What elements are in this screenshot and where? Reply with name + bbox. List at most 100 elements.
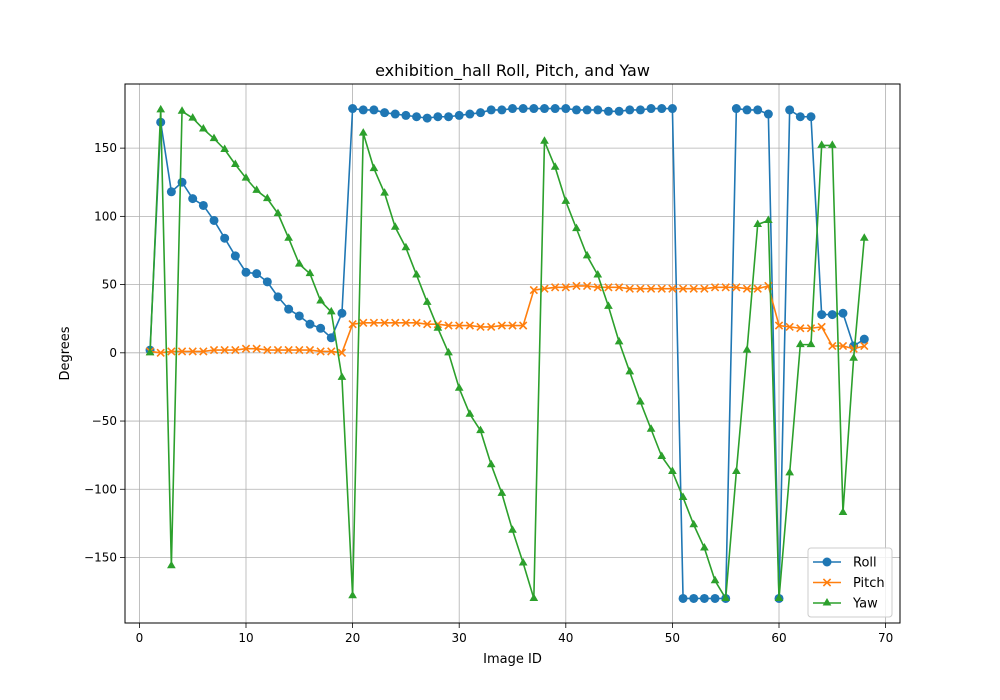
- yaw-point: [401, 242, 411, 251]
- pitch-point: [167, 347, 176, 356]
- pitch-point: [849, 344, 858, 353]
- pitch-point: [732, 283, 741, 292]
- pitch-point: [337, 348, 347, 357]
- pitch-point: [188, 347, 197, 356]
- roll-point: [614, 106, 624, 116]
- x-tick-label: 70: [878, 631, 893, 645]
- roll-point: [188, 194, 198, 204]
- roll-point: [465, 109, 475, 119]
- roll-series: [145, 104, 869, 603]
- roll-point: [529, 104, 539, 114]
- pitch-point: [721, 283, 730, 292]
- y-axis: −150 −100 −50 0 50 100 150: [84, 141, 125, 565]
- pitch-point: [625, 284, 634, 293]
- pitch-point: [604, 283, 613, 292]
- roll-point: [785, 105, 795, 115]
- yaw-point: [859, 233, 869, 241]
- legend-items: Roll Pitch Yaw: [813, 556, 885, 612]
- roll-point: [657, 104, 667, 114]
- yaw-point: [827, 140, 837, 148]
- legend-label-pitch: Pitch: [853, 576, 885, 591]
- pitch-series: [145, 281, 869, 357]
- x-tick-label: 50: [665, 631, 680, 645]
- pitch-point: [497, 321, 507, 330]
- roll-point: [305, 319, 315, 329]
- yaw-point: [721, 593, 731, 601]
- yaw-point: [422, 297, 432, 305]
- roll-point: [582, 105, 592, 115]
- x-axis-label: Image ID: [483, 652, 542, 667]
- legend-item-roll: Roll: [813, 556, 877, 571]
- roll-point: [241, 267, 251, 277]
- pitch-point: [561, 283, 570, 292]
- yaw-point: [241, 173, 251, 181]
- yaw-point: [849, 353, 858, 361]
- yaw-point: [262, 193, 272, 202]
- pitch-point: [700, 284, 709, 293]
- legend-marker-pitch: [822, 578, 832, 587]
- yaw-point: [646, 424, 656, 432]
- legend-marker-yaw: [822, 598, 832, 606]
- yaw-point: [508, 525, 517, 533]
- roll-point: [497, 105, 507, 115]
- pitch-point: [550, 283, 560, 292]
- roll-point: [699, 593, 709, 603]
- yaw-point: [604, 301, 613, 309]
- pitch-point: [476, 322, 485, 332]
- pitch-point: [444, 321, 453, 330]
- roll-point: [486, 105, 496, 115]
- pitch-point: [316, 347, 325, 356]
- grid-lines: [125, 84, 900, 623]
- yaw-point: [252, 185, 262, 193]
- pitch-point: [689, 284, 698, 293]
- yaw-point: [838, 507, 848, 515]
- pitch-point: [518, 321, 528, 330]
- pitch-point: [263, 345, 272, 355]
- pitch-point: [540, 284, 549, 293]
- roll-point: [230, 251, 240, 261]
- chart-title: exhibition_hall Roll, Pitch, and Yaw: [375, 61, 650, 81]
- yaw-point: [273, 208, 283, 217]
- roll-point: [806, 112, 816, 122]
- roll-point: [795, 112, 805, 122]
- series-layer: [145, 104, 869, 603]
- yaw-point: [390, 222, 400, 230]
- roll-point: [518, 104, 528, 114]
- roll-point: [476, 108, 486, 118]
- yaw-series: [145, 104, 869, 601]
- roll-point: [859, 334, 869, 344]
- legend-label-yaw: Yaw: [852, 597, 878, 612]
- pitch-point: [209, 345, 219, 355]
- yaw-point: [668, 466, 677, 475]
- legend-item-yaw: Yaw: [813, 597, 878, 612]
- yaw-point: [497, 488, 507, 496]
- yaw-point: [540, 136, 549, 144]
- yaw-point: [593, 270, 603, 278]
- yaw-point: [348, 590, 357, 599]
- roll-point: [561, 104, 571, 114]
- pitch-point: [348, 319, 357, 329]
- yaw-point: [795, 339, 805, 348]
- pitch-point: [369, 318, 379, 327]
- pitch-point: [156, 348, 165, 357]
- yaw-point: [326, 306, 336, 315]
- pitch-point: [572, 281, 581, 291]
- yaw-point: [433, 323, 443, 331]
- yaw-point: [763, 215, 773, 223]
- legend: Roll Pitch Yaw: [807, 547, 893, 618]
- legend-item-pitch: Pitch: [813, 576, 885, 591]
- yaw-point: [167, 560, 176, 569]
- roll-point: [358, 105, 368, 115]
- yaw-point: [145, 347, 155, 356]
- pitch-point: [806, 324, 816, 333]
- pitch-point: [241, 344, 251, 353]
- yaw-point: [817, 140, 826, 148]
- yaw-point: [337, 372, 347, 380]
- roll-point: [689, 593, 699, 603]
- y-tick-label: 150: [94, 141, 117, 155]
- roll-point: [262, 277, 272, 287]
- pitch-point: [455, 321, 464, 330]
- yaw-point: [582, 250, 592, 259]
- roll-point: [742, 105, 752, 115]
- roll-point: [380, 108, 390, 118]
